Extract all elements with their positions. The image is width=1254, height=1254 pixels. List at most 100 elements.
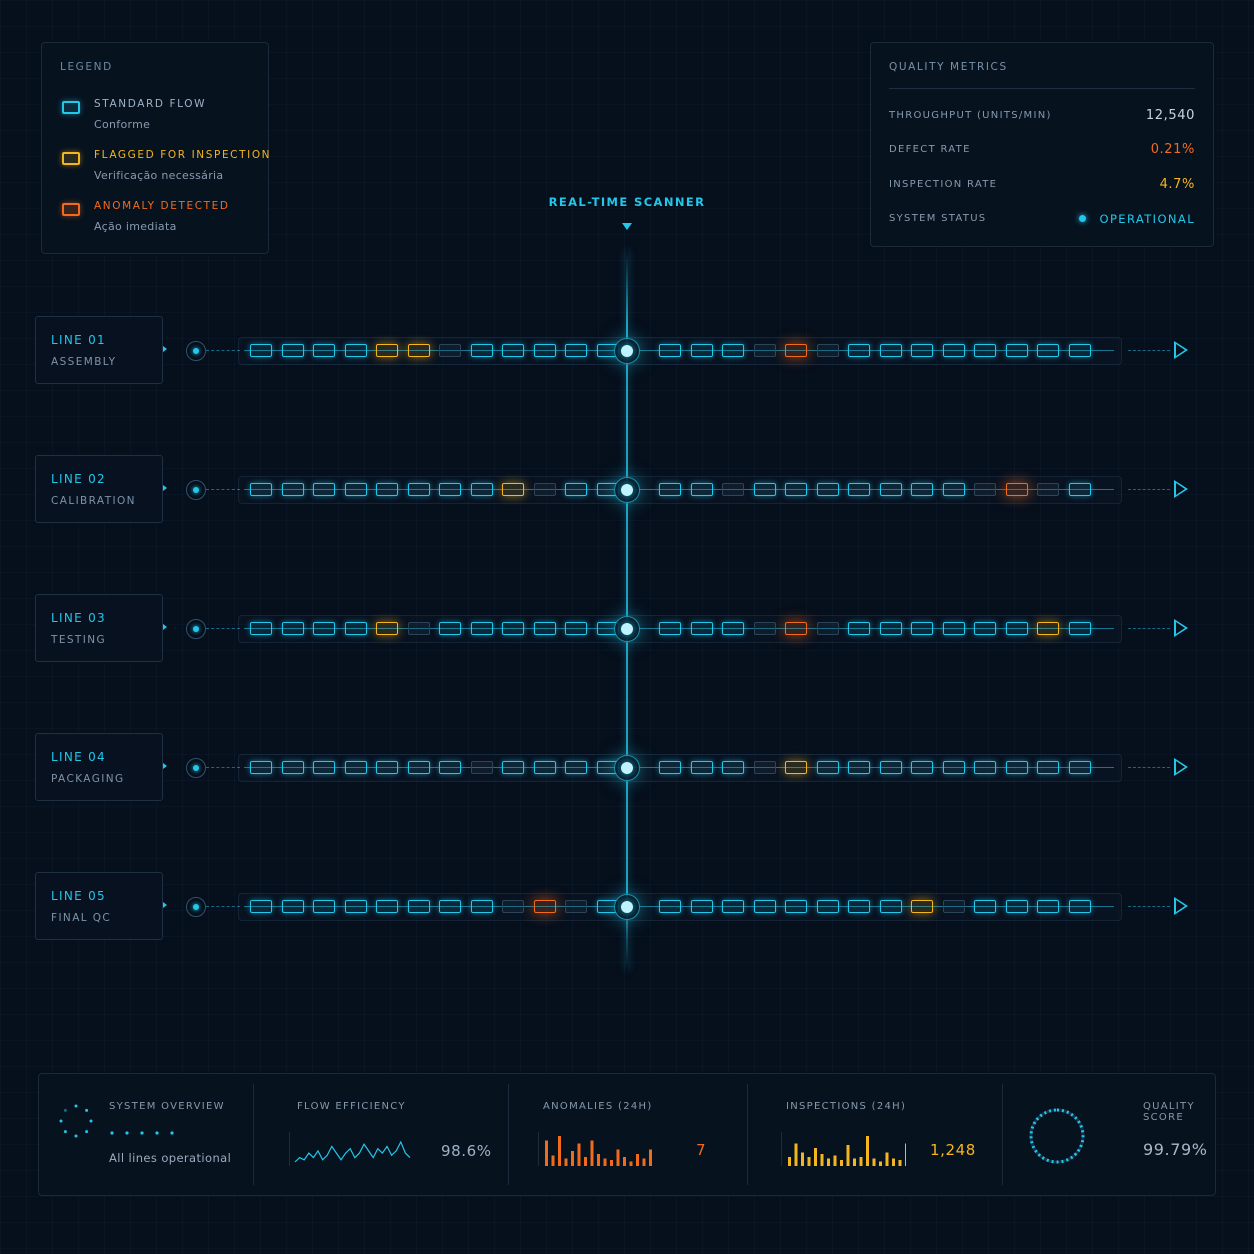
unit-standard[interactable] xyxy=(879,622,902,635)
unit-flagged[interactable] xyxy=(1037,622,1059,635)
unit-standard[interactable] xyxy=(565,483,587,496)
unit-standard[interactable] xyxy=(722,761,744,774)
unit-standard[interactable] xyxy=(974,761,996,774)
unit-standard[interactable] xyxy=(942,761,965,774)
unit-standard[interactable] xyxy=(281,900,304,913)
unit-standard[interactable] xyxy=(690,622,713,635)
unit-standard[interactable] xyxy=(1068,344,1091,357)
unit-standard[interactable] xyxy=(407,900,430,913)
unit-idle[interactable] xyxy=(816,344,839,357)
unit-standard[interactable] xyxy=(565,761,587,774)
unit-flagged[interactable] xyxy=(376,622,398,635)
unit-anomaly[interactable] xyxy=(1005,483,1028,496)
unit-standard[interactable] xyxy=(250,483,272,496)
unit-standard[interactable] xyxy=(376,900,398,913)
unit-standard[interactable] xyxy=(1005,344,1028,357)
unit-standard[interactable] xyxy=(1005,900,1028,913)
unit-standard[interactable] xyxy=(250,900,272,913)
line-label-5[interactable]: LINE 05 FINAL QC xyxy=(35,872,167,940)
unit-standard[interactable] xyxy=(911,761,933,774)
unit-standard[interactable] xyxy=(439,900,461,913)
unit-standard[interactable] xyxy=(344,344,367,357)
unit-standard[interactable] xyxy=(785,483,807,496)
unit-standard[interactable] xyxy=(659,761,681,774)
unit-standard[interactable] xyxy=(690,900,713,913)
unit-standard[interactable] xyxy=(753,900,776,913)
unit-anomaly[interactable] xyxy=(785,622,807,635)
unit-standard[interactable] xyxy=(1068,900,1091,913)
unit-flagged[interactable] xyxy=(785,761,807,774)
unit-idle[interactable] xyxy=(753,761,776,774)
unit-standard[interactable] xyxy=(1005,761,1028,774)
unit-idle[interactable] xyxy=(407,622,430,635)
unit-standard[interactable] xyxy=(439,483,461,496)
unit-standard[interactable] xyxy=(376,483,398,496)
unit-flagged[interactable] xyxy=(407,344,430,357)
unit-standard[interactable] xyxy=(470,483,493,496)
unit-standard[interactable] xyxy=(313,900,335,913)
line-label-4[interactable]: LINE 04 PACKAGING xyxy=(35,733,167,801)
unit-standard[interactable] xyxy=(313,761,335,774)
unit-anomaly[interactable] xyxy=(785,344,807,357)
unit-idle[interactable] xyxy=(753,344,776,357)
unit-standard[interactable] xyxy=(690,344,713,357)
unit-standard[interactable] xyxy=(974,900,996,913)
unit-standard[interactable] xyxy=(407,483,430,496)
unit-standard[interactable] xyxy=(344,483,367,496)
unit-standard[interactable] xyxy=(470,622,493,635)
unit-standard[interactable] xyxy=(470,344,493,357)
unit-standard[interactable] xyxy=(281,483,304,496)
line-label-3[interactable]: LINE 03 TESTING xyxy=(35,594,167,662)
unit-standard[interactable] xyxy=(470,900,493,913)
unit-standard[interactable] xyxy=(722,344,744,357)
unit-standard[interactable] xyxy=(1037,900,1059,913)
unit-standard[interactable] xyxy=(565,344,587,357)
unit-standard[interactable] xyxy=(344,900,367,913)
unit-standard[interactable] xyxy=(659,344,681,357)
unit-standard[interactable] xyxy=(848,344,870,357)
unit-standard[interactable] xyxy=(281,344,304,357)
unit-standard[interactable] xyxy=(879,344,902,357)
unit-standard[interactable] xyxy=(1037,761,1059,774)
unit-standard[interactable] xyxy=(879,900,902,913)
unit-standard[interactable] xyxy=(439,622,461,635)
unit-standard[interactable] xyxy=(344,622,367,635)
line-label-1[interactable]: LINE 01 ASSEMBLY xyxy=(35,316,167,384)
unit-standard[interactable] xyxy=(722,622,744,635)
unit-standard[interactable] xyxy=(879,761,902,774)
unit-standard[interactable] xyxy=(313,344,335,357)
unit-standard[interactable] xyxy=(502,344,524,357)
unit-standard[interactable] xyxy=(281,761,304,774)
unit-standard[interactable] xyxy=(942,483,965,496)
unit-standard[interactable] xyxy=(911,622,933,635)
unit-standard[interactable] xyxy=(376,761,398,774)
unit-standard[interactable] xyxy=(533,761,556,774)
unit-standard[interactable] xyxy=(659,483,681,496)
unit-standard[interactable] xyxy=(942,344,965,357)
unit-standard[interactable] xyxy=(974,344,996,357)
unit-standard[interactable] xyxy=(848,622,870,635)
unit-flagged[interactable] xyxy=(911,900,933,913)
unit-idle[interactable] xyxy=(439,344,461,357)
unit-idle[interactable] xyxy=(533,483,556,496)
unit-standard[interactable] xyxy=(848,900,870,913)
unit-standard[interactable] xyxy=(1068,483,1091,496)
unit-idle[interactable] xyxy=(1037,483,1059,496)
unit-standard[interactable] xyxy=(313,622,335,635)
unit-standard[interactable] xyxy=(879,483,902,496)
unit-flagged[interactable] xyxy=(502,483,524,496)
unit-standard[interactable] xyxy=(974,622,996,635)
unit-standard[interactable] xyxy=(344,761,367,774)
unit-standard[interactable] xyxy=(816,483,839,496)
unit-standard[interactable] xyxy=(911,344,933,357)
unit-standard[interactable] xyxy=(690,483,713,496)
unit-standard[interactable] xyxy=(281,622,304,635)
unit-idle[interactable] xyxy=(974,483,996,496)
unit-standard[interactable] xyxy=(816,900,839,913)
unit-standard[interactable] xyxy=(407,761,430,774)
unit-idle[interactable] xyxy=(502,900,524,913)
unit-standard[interactable] xyxy=(533,344,556,357)
unit-standard[interactable] xyxy=(1068,761,1091,774)
unit-standard[interactable] xyxy=(753,483,776,496)
unit-idle[interactable] xyxy=(753,622,776,635)
